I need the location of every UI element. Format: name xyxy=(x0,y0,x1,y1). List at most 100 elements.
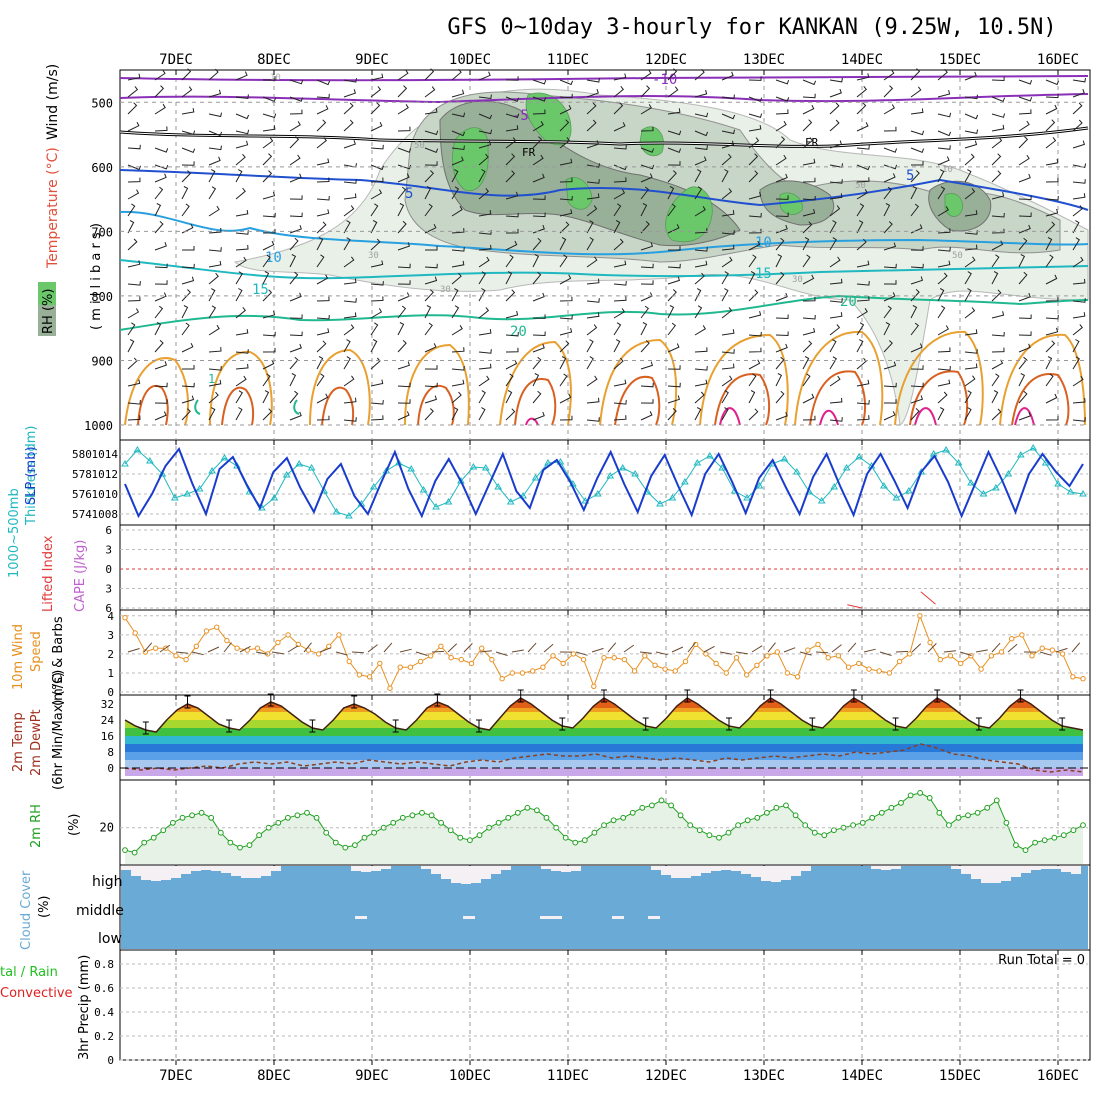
thickness-marker xyxy=(220,454,229,461)
wind-barb xyxy=(1072,339,1080,353)
wind10m-marker xyxy=(509,670,515,676)
wind-barb xyxy=(748,191,762,200)
wind-barb xyxy=(883,280,897,285)
wind-barb xyxy=(1072,417,1086,422)
wind-barb xyxy=(775,212,789,218)
wind-barb xyxy=(343,324,355,336)
wind-barb xyxy=(262,153,273,166)
wind-barb xyxy=(532,136,543,149)
thickness-marker xyxy=(494,483,503,490)
wind10m-marker xyxy=(1009,636,1015,642)
cloud-middle-label: middle xyxy=(76,903,124,919)
wind10m-marker xyxy=(417,658,424,665)
wind-barb xyxy=(397,69,409,81)
rh2m-marker xyxy=(160,827,167,834)
wind-barb xyxy=(910,365,924,370)
wind-barb xyxy=(640,361,654,370)
rh2m-label: 2m RH xyxy=(29,804,44,848)
wind-barb xyxy=(748,228,762,234)
cloud-gap-high xyxy=(711,866,721,871)
svg-text:15: 15 xyxy=(252,282,269,298)
rh2m-marker xyxy=(524,804,531,811)
wind-barb xyxy=(208,347,222,353)
wind10m-marker xyxy=(774,649,780,655)
wind-barb xyxy=(667,130,682,136)
wind-barb xyxy=(748,310,762,319)
wind-barb xyxy=(289,254,297,268)
wind-barb xyxy=(829,237,837,251)
rh2m-marker xyxy=(447,827,454,834)
wind-barb xyxy=(991,289,1002,302)
wind-barb xyxy=(883,411,896,421)
wind-barb xyxy=(154,263,168,269)
thickness-marker xyxy=(718,464,727,471)
thickness-marker xyxy=(531,474,540,481)
temp-band xyxy=(125,744,1083,752)
wind-barb xyxy=(856,102,867,115)
wind10m-barb xyxy=(255,651,268,655)
wind10m-marker xyxy=(224,637,230,644)
wind-barb xyxy=(154,173,167,183)
wind-barb xyxy=(370,281,384,286)
wind-barb xyxy=(208,145,222,151)
cloud-gap-mid xyxy=(355,916,367,919)
panel5-labels: 2m Temp 2m DewPt (6hr Min/Max) (°C) xyxy=(11,670,66,790)
wind-barb xyxy=(181,263,195,269)
wind-barb xyxy=(181,161,195,166)
wind-barb xyxy=(1072,375,1084,387)
wind-barb xyxy=(991,271,999,285)
cloud-gap-high xyxy=(801,866,811,871)
wind-barb xyxy=(235,407,243,421)
wind-barb xyxy=(964,271,972,285)
rh2m-marker xyxy=(706,832,713,839)
wind-barb xyxy=(883,126,897,132)
wind-barb xyxy=(775,237,785,251)
warm-contours xyxy=(124,330,1086,426)
thickness-marker xyxy=(817,497,826,504)
wind-barb xyxy=(856,308,868,319)
rh2m-unit: (%) xyxy=(67,814,82,837)
cloud-fill xyxy=(121,866,1088,949)
wind-barb xyxy=(532,96,547,102)
wind-barb xyxy=(667,161,681,166)
wind-barb xyxy=(991,347,1005,353)
wind10m-barb xyxy=(207,646,220,653)
wind-barb xyxy=(397,220,407,234)
wind10m-tick: 0 xyxy=(107,686,114,699)
temp2m-panel: 0 8 16 24 32 xyxy=(101,689,1088,776)
wind-barb xyxy=(883,69,895,81)
wind-barb xyxy=(478,407,486,421)
thickness-tick: 580 xyxy=(72,448,92,461)
cloud-gap-high xyxy=(701,866,711,873)
wind-barb xyxy=(559,356,567,370)
wind-barb xyxy=(208,260,222,268)
cloud-gap-high xyxy=(231,866,241,876)
wind-barb xyxy=(505,289,516,302)
wind-barb xyxy=(856,73,870,81)
wind-barb xyxy=(694,156,707,166)
wind-barb xyxy=(505,240,518,251)
rh2m-marker xyxy=(792,812,799,819)
wind-barb xyxy=(748,113,763,119)
cloud-gap-high xyxy=(971,866,981,879)
wind-barb xyxy=(802,195,816,201)
wind-barb xyxy=(424,343,437,353)
wind10m-barb xyxy=(431,650,445,653)
cloud-gap-high xyxy=(461,866,471,884)
wind-barb xyxy=(370,379,384,387)
wind-barb xyxy=(424,365,438,370)
wind-barb xyxy=(182,246,195,251)
wind-barb xyxy=(721,94,735,100)
wind-barb xyxy=(262,170,273,183)
day-label-top: 10DEC xyxy=(449,52,491,68)
rh2m-marker xyxy=(888,804,895,811)
wind-barb xyxy=(667,289,677,302)
wind-barb xyxy=(127,189,140,200)
cloud-gap-high xyxy=(261,866,271,876)
wind10m-marker xyxy=(438,643,444,649)
wind-barb xyxy=(748,359,761,370)
cloud-gap-mid xyxy=(540,916,562,919)
wind-barb xyxy=(343,237,351,251)
wind-barb xyxy=(775,79,790,85)
wind-barb xyxy=(829,119,840,132)
